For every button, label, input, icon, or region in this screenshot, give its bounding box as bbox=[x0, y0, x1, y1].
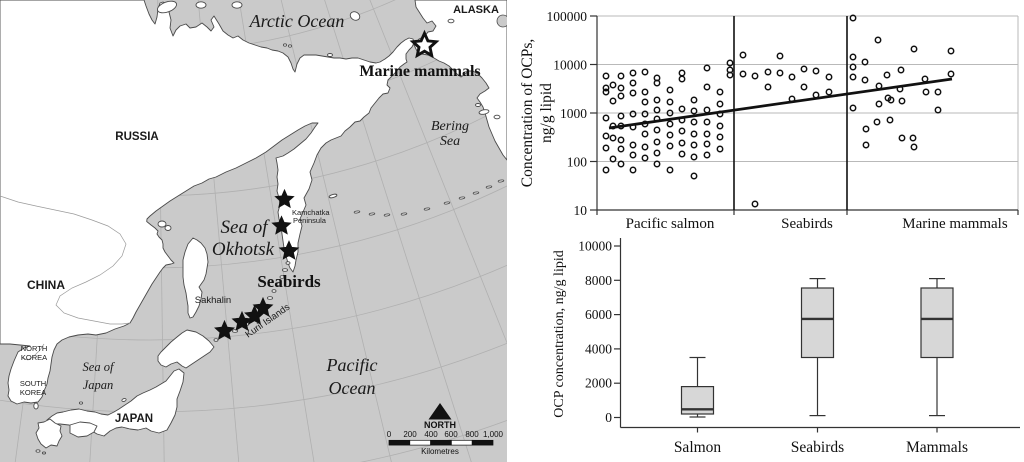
svg-text:1000: 1000 bbox=[560, 106, 587, 121]
svg-text:KOREA: KOREA bbox=[21, 353, 47, 362]
svg-text:2000: 2000 bbox=[585, 376, 612, 391]
svg-text:800: 800 bbox=[465, 430, 479, 439]
svg-text:Pacific: Pacific bbox=[326, 355, 378, 375]
svg-text:0: 0 bbox=[605, 410, 612, 425]
svg-text:Okhotsk: Okhotsk bbox=[212, 239, 275, 260]
svg-text:10000: 10000 bbox=[578, 239, 612, 254]
svg-text:SOUTH: SOUTH bbox=[20, 379, 46, 388]
svg-text:CHINA: CHINA bbox=[27, 278, 65, 292]
svg-text:Sea of: Sea of bbox=[83, 360, 115, 374]
svg-text:10: 10 bbox=[574, 203, 588, 218]
svg-text:ALASKA: ALASKA bbox=[453, 4, 499, 16]
svg-text:0: 0 bbox=[387, 430, 392, 439]
svg-text:NORTH: NORTH bbox=[424, 420, 456, 430]
svg-text:Pacific salmon: Pacific salmon bbox=[626, 216, 715, 232]
svg-text:100000: 100000 bbox=[547, 9, 588, 24]
svg-text:RUSSIA: RUSSIA bbox=[115, 131, 158, 143]
svg-text:Japan: Japan bbox=[83, 378, 114, 392]
svg-text:NORTH: NORTH bbox=[21, 344, 48, 353]
svg-text:Bering: Bering bbox=[431, 119, 469, 134]
svg-text:1,000: 1,000 bbox=[483, 430, 504, 439]
svg-text:Mammals: Mammals bbox=[906, 439, 968, 456]
svg-text:Marine mammals: Marine mammals bbox=[359, 63, 480, 80]
svg-text:Kamchatka: Kamchatka bbox=[292, 208, 330, 217]
svg-text:Sea of: Sea of bbox=[221, 217, 271, 238]
svg-text:Marine mammals: Marine mammals bbox=[902, 216, 1008, 232]
svg-text:Peninsula: Peninsula bbox=[293, 216, 327, 225]
svg-text:Sea: Sea bbox=[440, 134, 460, 149]
svg-text:200: 200 bbox=[403, 430, 417, 439]
svg-text:100: 100 bbox=[567, 155, 588, 170]
svg-text:400: 400 bbox=[424, 430, 438, 439]
svg-text:4000: 4000 bbox=[585, 341, 612, 356]
svg-text:JAPAN: JAPAN bbox=[115, 413, 153, 425]
svg-text:6000: 6000 bbox=[585, 307, 612, 322]
svg-text:KOREA: KOREA bbox=[20, 388, 46, 397]
svg-text:Seabirds: Seabirds bbox=[257, 272, 321, 291]
svg-text:Concentration of OCPs,: Concentration of OCPs, bbox=[519, 39, 536, 188]
svg-text:Seabirds: Seabirds bbox=[781, 216, 833, 232]
svg-text:Arctic Ocean: Arctic Ocean bbox=[249, 11, 345, 31]
svg-text:Salmon: Salmon bbox=[674, 439, 722, 456]
svg-text:600: 600 bbox=[444, 430, 458, 439]
svg-text:OCP concentration, ng/g lipid: OCP concentration, ng/g lipid bbox=[552, 250, 567, 417]
svg-text:Kilometres: Kilometres bbox=[421, 447, 459, 456]
svg-text:Ocean: Ocean bbox=[329, 378, 376, 398]
svg-text:Seabirds: Seabirds bbox=[791, 439, 844, 456]
svg-text:8000: 8000 bbox=[585, 273, 612, 288]
svg-text:ng/g lipid: ng/g lipid bbox=[538, 83, 555, 143]
svg-text:10000: 10000 bbox=[553, 58, 587, 73]
svg-text:Sakhalin: Sakhalin bbox=[195, 295, 231, 306]
